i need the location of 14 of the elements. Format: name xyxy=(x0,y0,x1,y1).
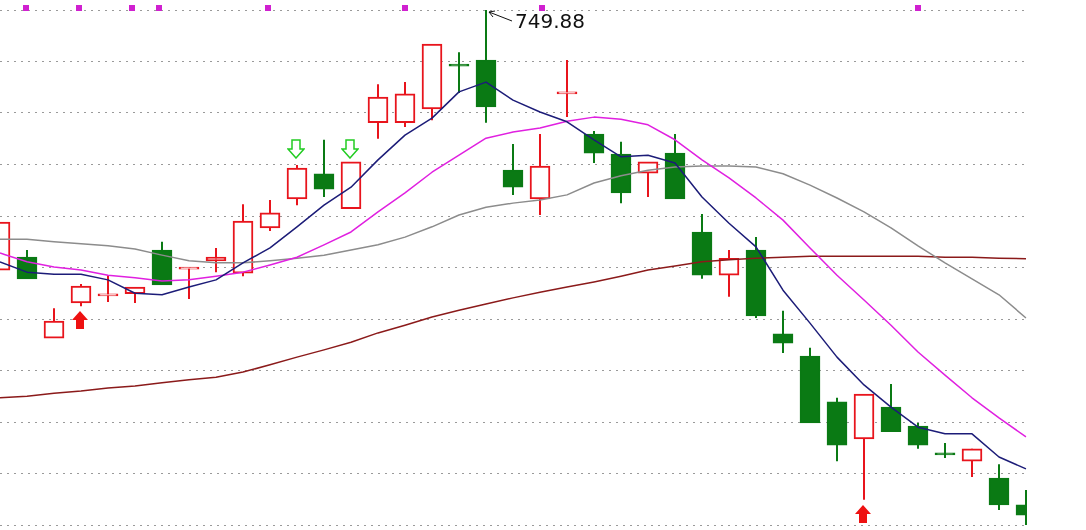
candlestick xyxy=(880,382,902,433)
candlestick xyxy=(772,309,794,354)
annotation: 749.88 xyxy=(515,9,585,34)
candlestick xyxy=(367,83,389,140)
candlestick xyxy=(43,307,65,340)
candlestick xyxy=(988,463,1010,512)
candlestick xyxy=(259,199,281,232)
candlestick xyxy=(961,447,983,479)
candlestick xyxy=(502,142,524,196)
candlestick xyxy=(907,422,929,450)
candlestick xyxy=(313,138,335,198)
candlestick xyxy=(70,282,92,308)
candlestick xyxy=(97,274,119,304)
candlestick xyxy=(718,248,740,298)
